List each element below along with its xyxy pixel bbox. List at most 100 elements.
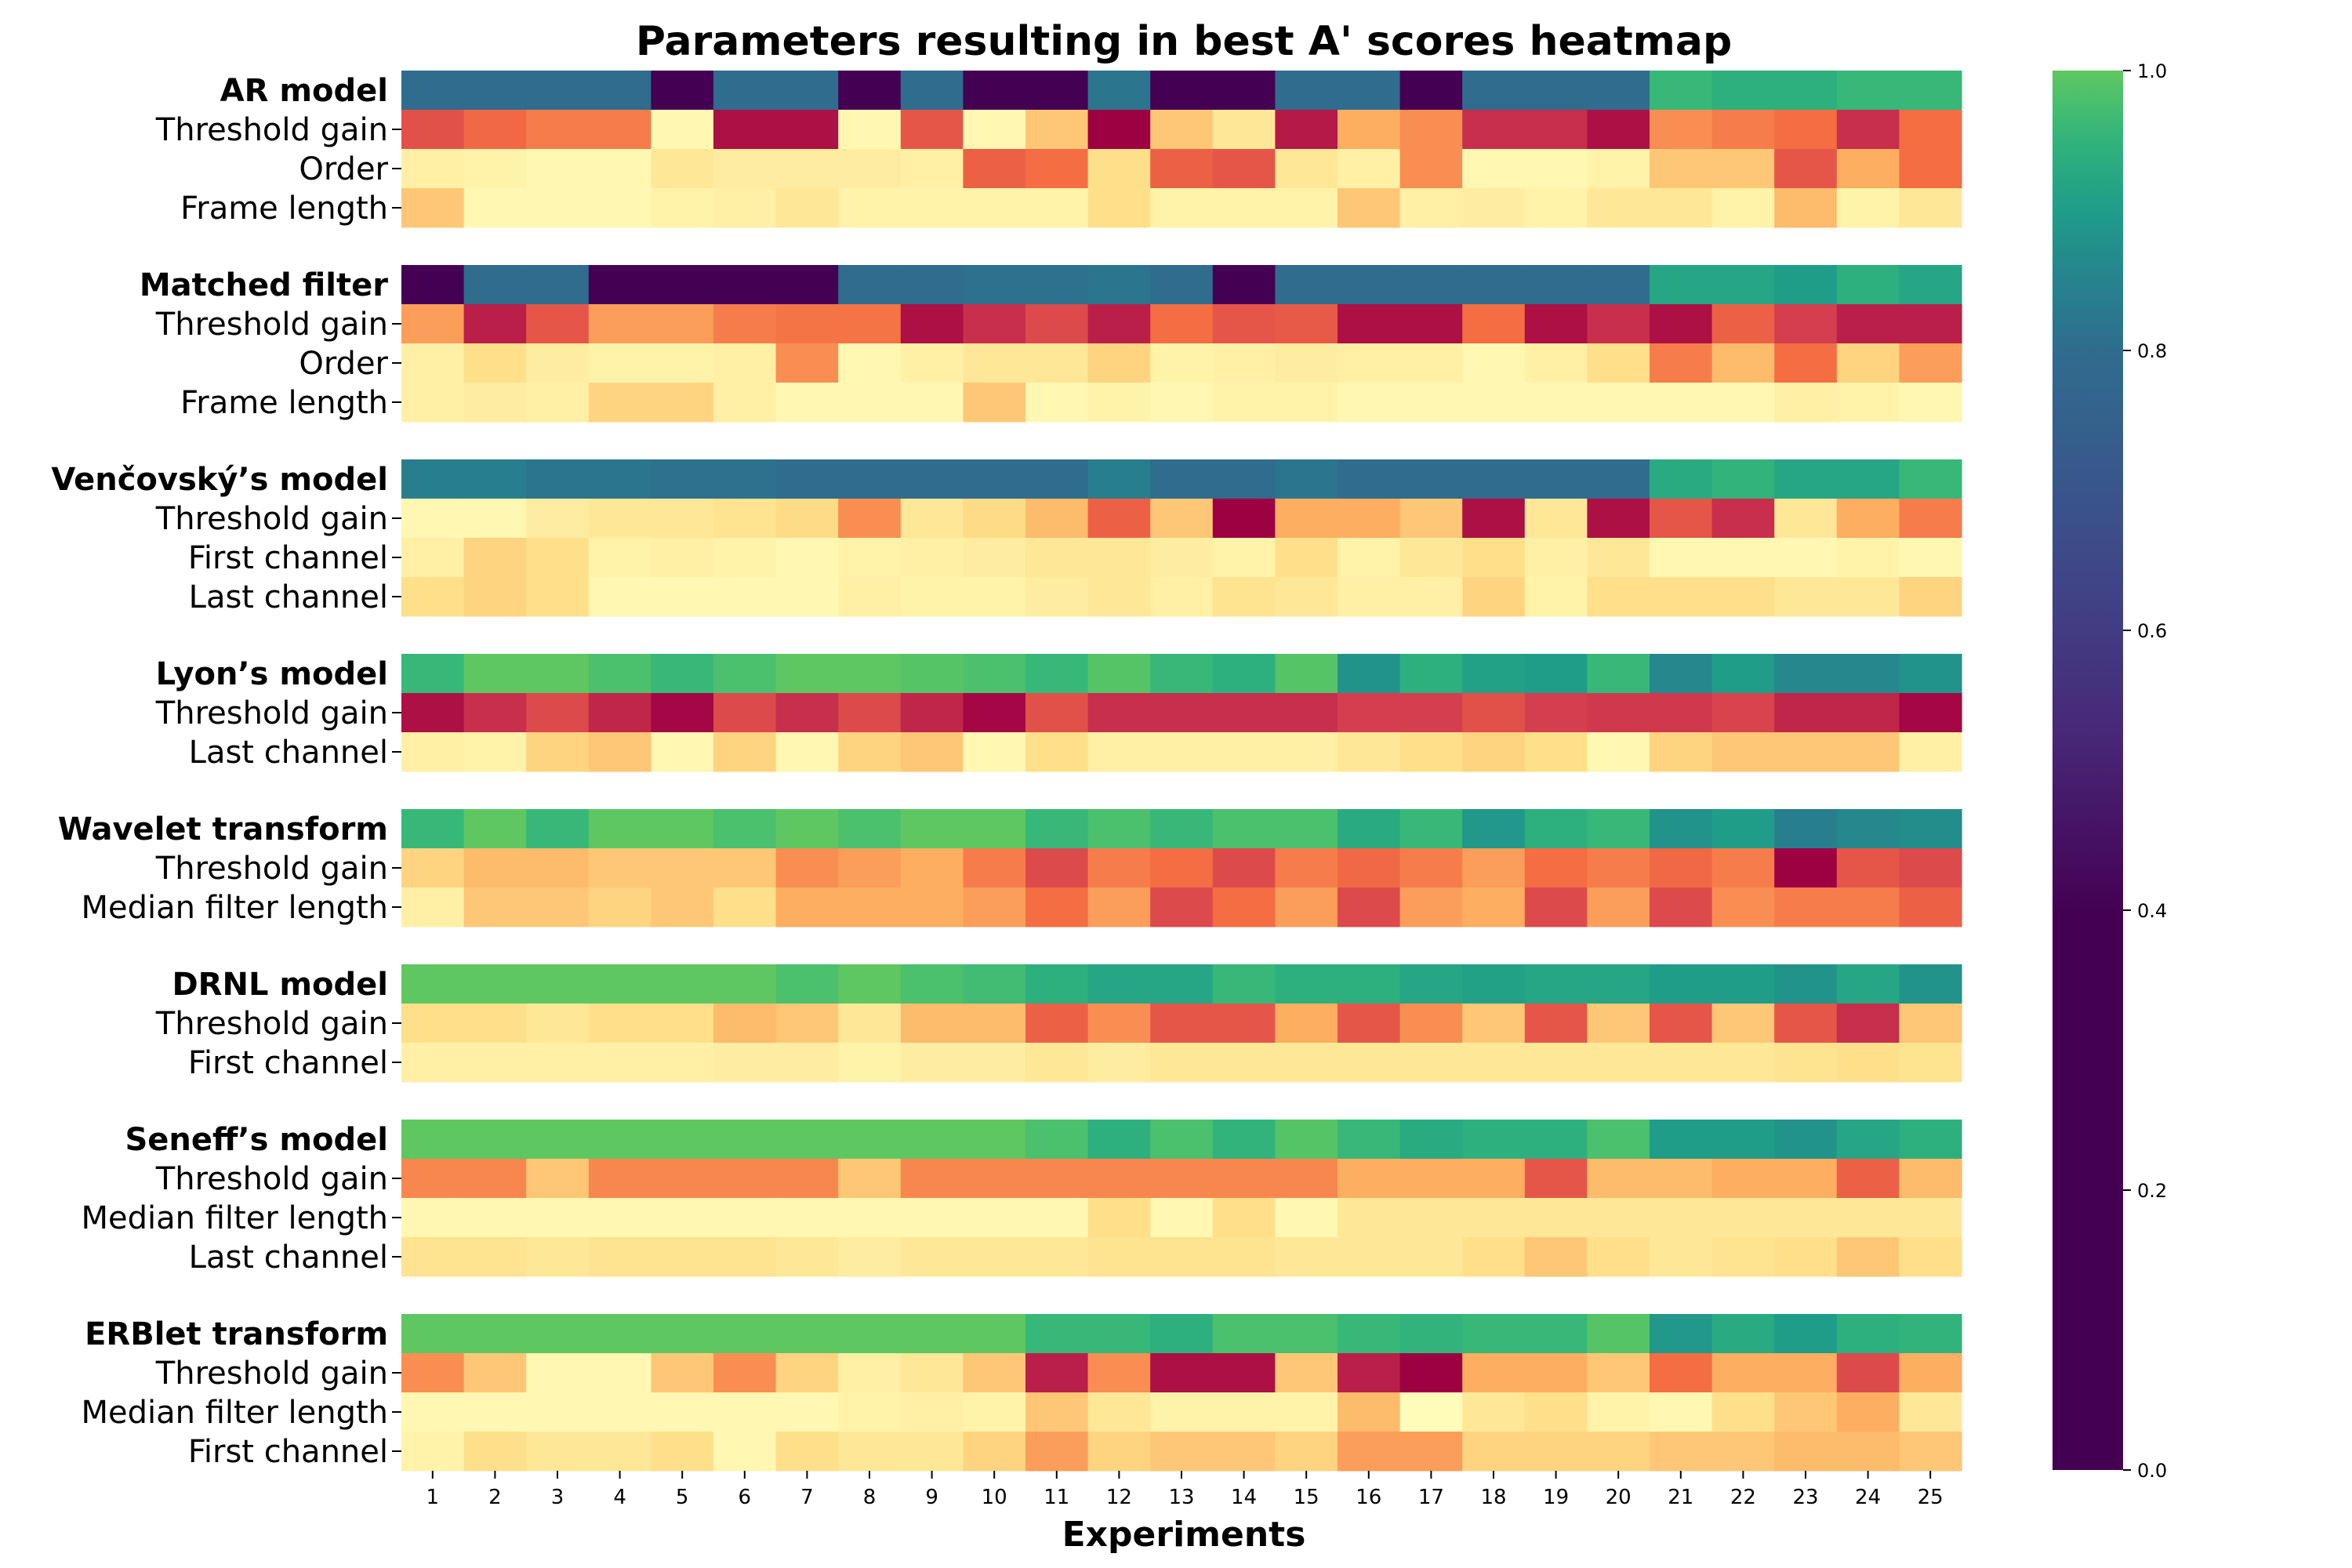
heatmap-cell [1087, 538, 1151, 578]
heatmap-cell [713, 654, 777, 694]
heatmap-cell [1774, 848, 1838, 888]
x-tick-label: 13 [1168, 1486, 1194, 1509]
heatmap-cell [1524, 809, 1588, 849]
heatmap-cell [1275, 538, 1338, 578]
heatmap-cell [1338, 1120, 1401, 1160]
heatmap-cell [838, 304, 902, 344]
heatmap-cell [1774, 964, 1838, 1004]
heatmap-cell [1087, 693, 1151, 733]
heatmap-cell [963, 304, 1026, 344]
heatmap-cell [1899, 1120, 1962, 1160]
heatmap-cell [900, 1159, 964, 1199]
heatmap-cell [838, 654, 902, 694]
heatmap-cell [1462, 1198, 1526, 1238]
heatmap-cell [588, 1392, 652, 1432]
group-label: ERBlet transform [85, 1316, 388, 1352]
heatmap-cell [713, 499, 777, 539]
heatmap-cell [1338, 343, 1401, 383]
heatmap-cell [963, 1237, 1026, 1277]
heatmap-cell [401, 1353, 465, 1393]
heatmap-cell [1338, 1159, 1401, 1199]
heatmap-cell [1025, 964, 1089, 1004]
heatmap-cell [1587, 1392, 1650, 1432]
parameter-label: Threshold gain [155, 112, 388, 148]
heatmap-cell [1399, 1353, 1463, 1393]
heatmap-cell [1836, 964, 1900, 1004]
heatmap-cell [588, 1353, 652, 1393]
heatmap-cell [775, 654, 839, 694]
heatmap-cell [1399, 459, 1463, 499]
heatmap-cell [401, 1237, 465, 1277]
heatmap-cell [651, 304, 714, 344]
heatmap-cell [1774, 538, 1838, 578]
heatmap-cell [1650, 1198, 1713, 1238]
heatmap-cell [1836, 1237, 1900, 1277]
x-tick-label: 11 [1044, 1486, 1069, 1509]
heatmap-cell [1650, 577, 1713, 617]
heatmap-cell [1399, 654, 1463, 694]
heatmap-cell [900, 654, 964, 694]
x-tick-label: 17 [1418, 1486, 1444, 1509]
heatmap-cell [1462, 459, 1526, 499]
heatmap-cell [1087, 1159, 1151, 1199]
heatmap-cell [1524, 188, 1588, 228]
heatmap-cell [963, 538, 1026, 578]
heatmap-cell [1399, 577, 1463, 617]
x-tick-label: 12 [1106, 1486, 1132, 1509]
heatmap-cell [1524, 848, 1588, 888]
heatmap-cell [463, 538, 527, 578]
heatmap-cell [1774, 1353, 1838, 1393]
heatmap-cell [1462, 1432, 1526, 1472]
heatmap-cell [401, 1198, 465, 1238]
heatmap-cell [588, 459, 652, 499]
heatmap-cell [1587, 110, 1650, 150]
heatmap-cell [1836, 1392, 1900, 1432]
heatmap-cell [1524, 343, 1588, 383]
heatmap-cell [1524, 1198, 1588, 1238]
heatmap-cell [1650, 110, 1713, 150]
heatmap-cell [1275, 1043, 1338, 1083]
parameter-label: Threshold gain [155, 1356, 388, 1392]
heatmap-cell [1462, 149, 1526, 189]
heatmap-cell [1087, 1392, 1151, 1432]
x-tick-label: 25 [1918, 1486, 1944, 1509]
heatmap-cell [463, 304, 527, 344]
heatmap-cell [775, 1120, 839, 1160]
heatmap-cell [1212, 809, 1276, 849]
heatmap-cell [1711, 1043, 1775, 1083]
heatmap-cell [900, 848, 964, 888]
heatmap-cell [651, 1314, 714, 1354]
heatmap-cell [1150, 848, 1214, 888]
heatmap-cell [713, 1353, 777, 1393]
heatmap-cell [401, 538, 465, 578]
heatmap-cell [1899, 1353, 1962, 1393]
heatmap-cell [963, 188, 1026, 228]
heatmap-cell [1650, 1392, 1713, 1432]
heatmap-cell [1836, 654, 1900, 694]
heatmap-cell [1774, 499, 1838, 539]
heatmap-cell [838, 343, 902, 383]
heatmap-cell [1899, 809, 1962, 849]
heatmap-cell [1711, 1392, 1775, 1432]
heatmap-cell [1338, 304, 1401, 344]
heatmap-cell [713, 188, 777, 228]
heatmap-cell [1774, 383, 1838, 423]
heatmap-cell [651, 110, 714, 150]
heatmap-cell [1275, 1198, 1338, 1238]
heatmap-cell [1087, 1043, 1151, 1083]
heatmap-cell [713, 304, 777, 344]
colorbar-tick-label: 1.0 [2137, 60, 2167, 82]
heatmap-cell [900, 499, 964, 539]
heatmap-cell [1711, 383, 1775, 423]
heatmap-cell [1399, 1043, 1463, 1083]
heatmap-cell [526, 71, 590, 111]
heatmap-cell [526, 1159, 590, 1199]
heatmap-cell [1836, 1159, 1900, 1199]
heatmap-cell [900, 383, 964, 423]
heatmap-cell [1150, 1198, 1214, 1238]
heatmap-cell [1836, 1043, 1900, 1083]
heatmap-cell [900, 343, 964, 383]
heatmap-cell [588, 265, 652, 305]
heatmap-cell [775, 1353, 839, 1393]
heatmap-cell [1711, 538, 1775, 578]
